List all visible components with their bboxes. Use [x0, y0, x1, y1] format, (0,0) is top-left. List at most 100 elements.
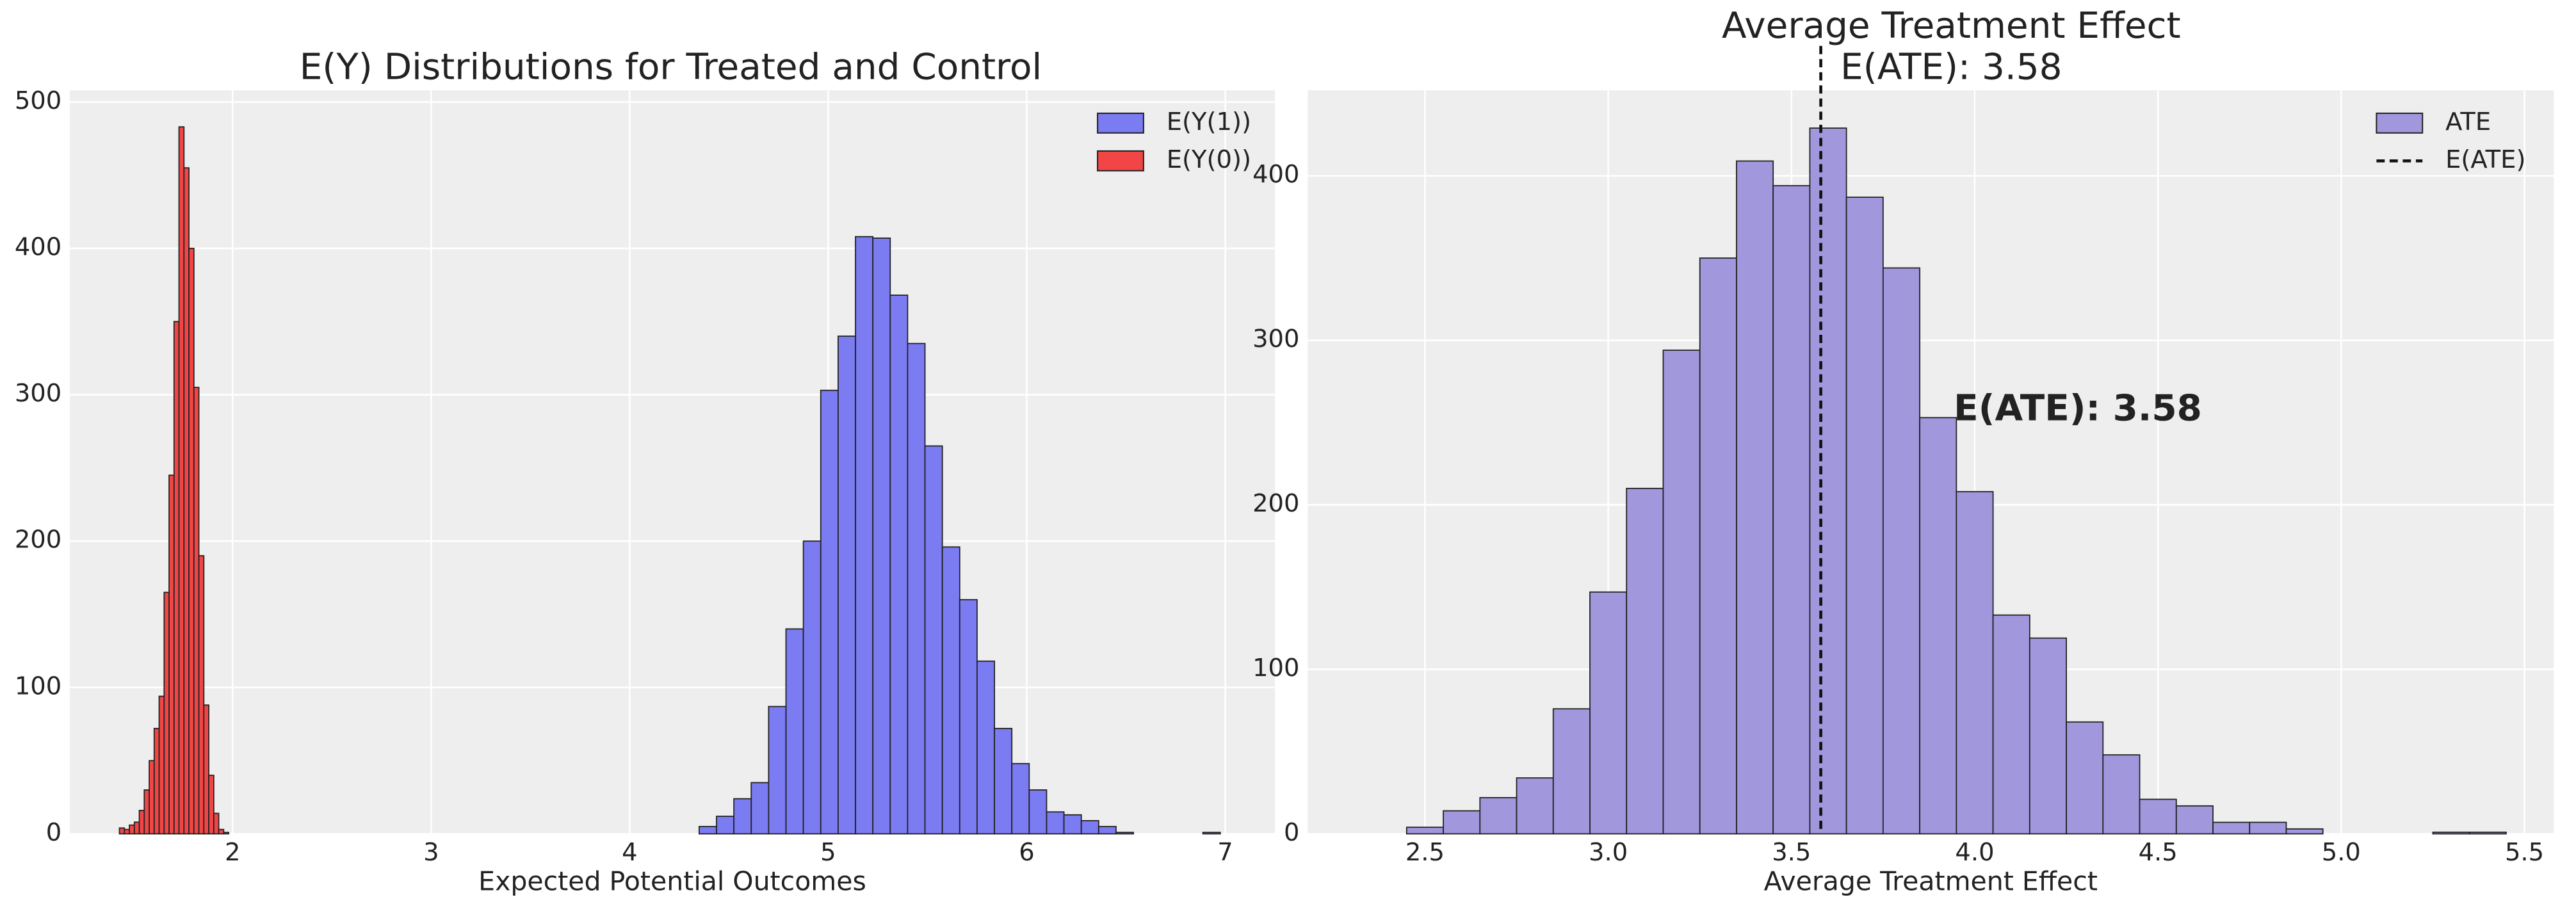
bar: [1956, 491, 1994, 835]
bar: [802, 540, 822, 835]
bar: [750, 782, 770, 835]
chart-title: E(Y) Distributions for Treated and Contr…: [300, 46, 1042, 88]
bar: [976, 660, 995, 835]
x-tick-label: 4.0: [1955, 838, 1994, 867]
bar: [1772, 185, 1811, 835]
legend-swatch: [1097, 112, 1144, 134]
bar: [1626, 487, 1664, 835]
y-tick-label: 400: [1252, 160, 1299, 189]
legend-label: E(ATE): [2445, 145, 2525, 174]
bar: [785, 628, 804, 835]
bar: [2285, 828, 2324, 835]
x-tick-label: 6: [1019, 838, 1034, 867]
y-tick-label: 200: [15, 526, 61, 554]
bar: [959, 599, 978, 835]
annotation: E(ATE): 3.58: [1954, 388, 2202, 430]
bar: [138, 810, 145, 835]
x-axis-label: Average Treatment Effect: [1764, 866, 2098, 896]
bar: [1115, 832, 1134, 835]
bar: [1992, 614, 2030, 835]
bar: [2102, 754, 2141, 835]
x-axis-label: Expected Potential Outcomes: [478, 866, 866, 896]
x-tick-label: 4.5: [2139, 838, 2178, 867]
bar: [2029, 637, 2067, 835]
bar: [1028, 789, 1048, 835]
bar: [1809, 127, 1847, 835]
bar: [218, 828, 225, 835]
bar: [907, 343, 926, 835]
bar: [203, 704, 209, 835]
legend-label: E(Y(0)): [1167, 145, 1251, 174]
legend-swatch: [2376, 112, 2424, 134]
bar: [1662, 350, 1701, 835]
bar: [872, 238, 891, 835]
bar: [168, 474, 175, 835]
bar: [143, 789, 150, 835]
bar: [1443, 810, 1481, 835]
bar: [1011, 762, 1030, 835]
bar: [889, 294, 909, 835]
bar: [2432, 832, 2470, 835]
bar: [1699, 257, 1737, 835]
y-tick-label: 500: [15, 86, 61, 115]
bar: [1589, 591, 1628, 835]
bar: [124, 828, 130, 835]
bar: [768, 705, 787, 835]
bar: [2066, 721, 2104, 835]
bar: [173, 321, 180, 835]
bar: [153, 727, 160, 835]
y-tick-label: 200: [1252, 489, 1299, 518]
bar: [1919, 417, 1957, 835]
bar: [1552, 708, 1591, 835]
bar: [1063, 814, 1082, 835]
legend-swatch: [1097, 150, 1144, 172]
legend-label: ATE: [2445, 108, 2491, 136]
bar: [118, 827, 126, 835]
bar: [163, 592, 170, 835]
x-tick-label: 3.0: [1589, 838, 1628, 867]
bar: [2139, 798, 2177, 835]
x-tick-label: 4: [622, 838, 637, 867]
bar: [1845, 197, 1884, 835]
bar: [178, 126, 185, 835]
chart-subtitle: E(ATE): 3.58: [1840, 46, 2062, 88]
bar: [2249, 821, 2287, 835]
x-tick-label: 3: [423, 838, 439, 867]
bar: [1046, 811, 1065, 835]
bar: [2212, 821, 2251, 835]
legend-label: E(Y(1)): [1167, 108, 1251, 136]
bar: [994, 727, 1013, 835]
x-tick-label: 5.0: [2322, 838, 2361, 867]
bar: [1405, 826, 1444, 835]
bar: [213, 812, 220, 835]
y-tick-label: 100: [15, 672, 61, 700]
bar: [1516, 777, 1554, 835]
bar: [1479, 797, 1518, 835]
bar: [198, 555, 205, 835]
bar: [941, 546, 960, 835]
y-tick-label: 300: [15, 379, 61, 408]
bar: [208, 775, 215, 835]
bar: [133, 821, 140, 835]
bar: [838, 335, 856, 835]
bar: [733, 798, 752, 835]
bar: [193, 387, 200, 835]
bar: [183, 167, 190, 835]
bar: [924, 445, 943, 835]
bar: [1202, 832, 1221, 835]
x-tick-label: 7: [1217, 838, 1233, 867]
y-tick-label: 400: [15, 232, 61, 261]
bar: [158, 695, 165, 835]
bar: [820, 389, 839, 835]
bar: [223, 832, 229, 835]
bar: [149, 760, 155, 835]
x-tick-label: 2: [225, 838, 240, 867]
x-tick-label: 5.5: [2505, 838, 2544, 867]
bar: [698, 826, 717, 835]
bar: [1098, 826, 1117, 835]
plot-area: [70, 90, 1275, 834]
y-tick-label: 100: [1252, 654, 1299, 682]
y-tick-label: 0: [46, 818, 61, 847]
x-tick-label: 3.5: [1772, 838, 1811, 867]
